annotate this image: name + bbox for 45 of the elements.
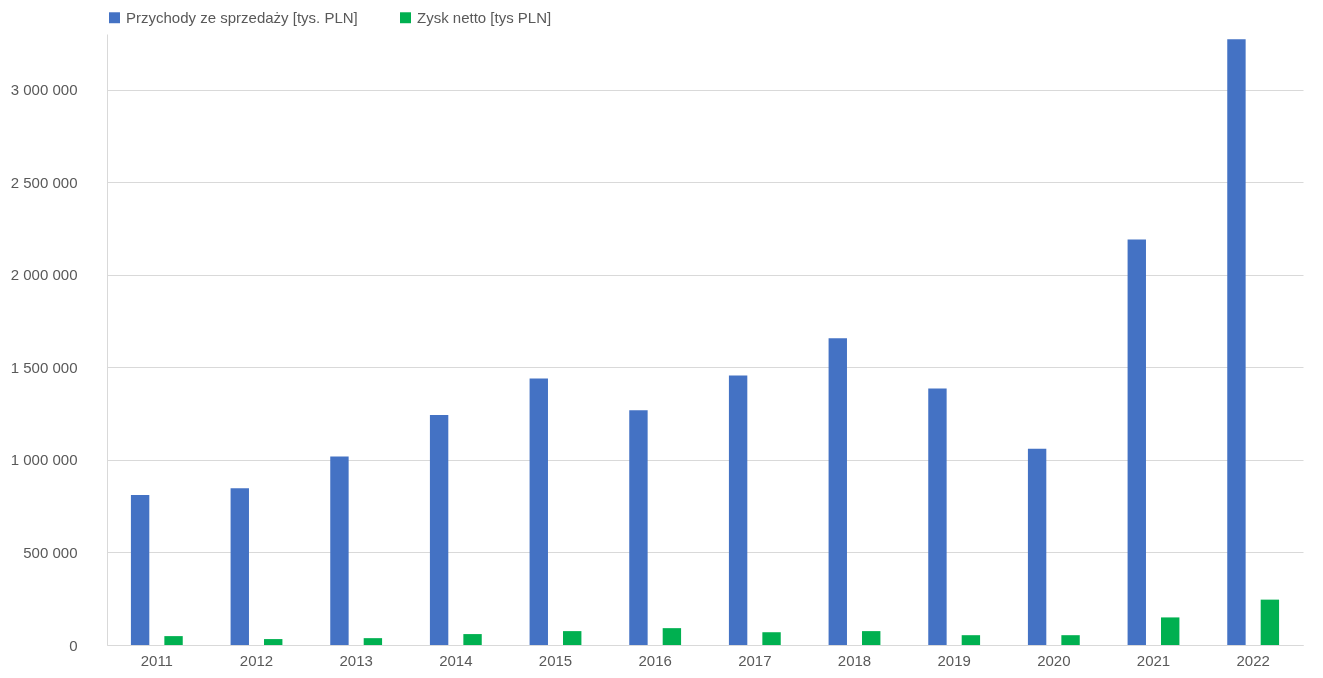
x-tick-label: 2017 <box>738 651 772 669</box>
bar <box>1061 635 1080 645</box>
bar <box>264 639 283 645</box>
y-tick-label: 0 <box>69 636 78 654</box>
bar <box>828 338 847 645</box>
bar <box>130 495 150 645</box>
bar <box>1260 599 1280 645</box>
x-tick-label: 2021 <box>1136 651 1171 669</box>
bar <box>429 415 449 645</box>
y-tick-label: 2 500 000 <box>10 173 78 191</box>
bar <box>662 628 682 645</box>
bar <box>563 631 582 645</box>
bar <box>762 632 781 645</box>
y-tick-label: 1 500 000 <box>10 358 78 376</box>
x-tick-label: 2013 <box>339 651 373 669</box>
bar <box>230 488 249 645</box>
x-tick-label: 2012 <box>239 651 274 669</box>
x-tick-label: 2018 <box>837 651 872 669</box>
y-tick-label: 2 000 000 <box>10 266 78 284</box>
y-tick-label: 500 000 <box>23 543 78 561</box>
bar <box>330 456 349 645</box>
x-tick-label: 2020 <box>1037 651 1071 669</box>
bar <box>862 631 881 645</box>
bar <box>728 375 748 645</box>
bar <box>164 636 183 645</box>
bar <box>1127 239 1146 645</box>
bar <box>961 635 981 645</box>
bar <box>463 634 482 645</box>
x-tick-label: 2011 <box>140 651 173 669</box>
legend-label: Przychody ze sprzedaży [tys. PLN] <box>126 8 358 26</box>
bar <box>363 638 383 645</box>
bar <box>1227 39 1246 645</box>
bar <box>1027 448 1047 645</box>
x-tick-label: 2016 <box>638 651 672 669</box>
bar <box>928 388 947 645</box>
x-tick-label: 2015 <box>538 651 573 669</box>
bar <box>1161 617 1180 645</box>
legend-label: Zysk netto [tys PLN] <box>417 8 552 26</box>
x-tick-label: 2019 <box>937 651 971 669</box>
y-tick-label: 3 000 000 <box>10 81 78 99</box>
bar <box>529 378 548 645</box>
bar <box>629 410 648 645</box>
x-tick-label: 2014 <box>439 651 473 669</box>
x-tick-label: 2022 <box>1236 651 1270 669</box>
y-tick-label: 1 000 000 <box>10 451 78 469</box>
